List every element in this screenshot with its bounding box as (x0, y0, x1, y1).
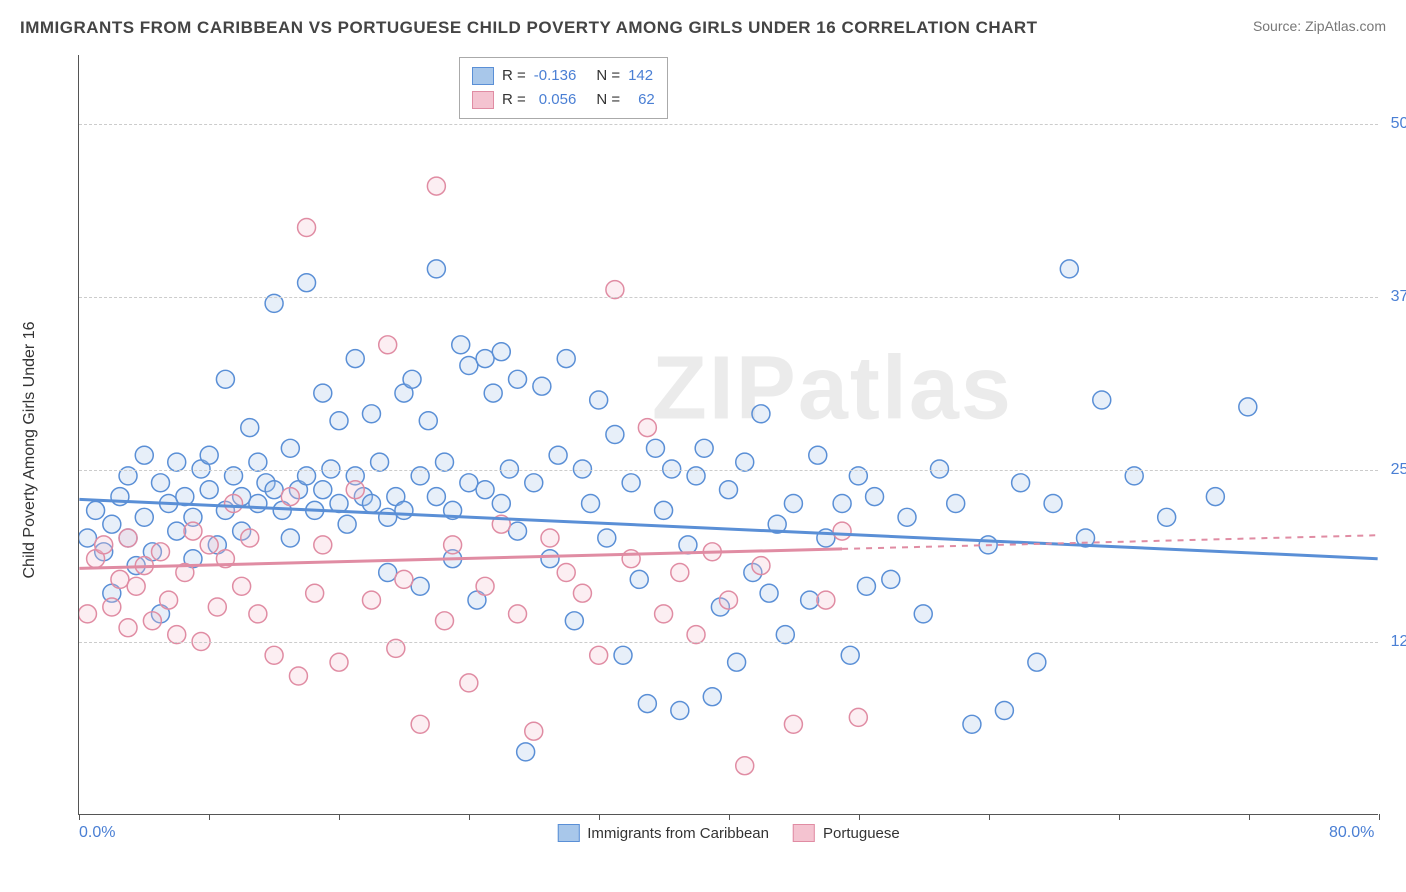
y-tick-label: 25.0% (1391, 461, 1406, 479)
x-tick (79, 814, 80, 820)
legend-swatch-icon (472, 91, 494, 109)
x-tick (1249, 814, 1250, 820)
x-tick (859, 814, 860, 820)
x-tick (469, 814, 470, 820)
y-axis-label: Child Poverty Among Girls Under 16 (21, 322, 39, 579)
y-tick-label: 37.5% (1391, 288, 1406, 306)
x-tick (1379, 814, 1380, 820)
legend-stats-row: R = 0.056 N = 62 (472, 88, 655, 112)
trend-line (79, 499, 1377, 558)
x-tick (209, 814, 210, 820)
chart-container: Child Poverty Among Girls Under 16 ZIPat… (50, 55, 1390, 845)
x-tick-label: 0.0% (79, 824, 115, 842)
legend-swatch-icon (557, 824, 579, 842)
legend-stats-row: R = -0.136 N = 142 (472, 64, 655, 88)
legend-swatch-icon (793, 824, 815, 842)
trend-lines-layer (79, 55, 1378, 814)
x-tick (989, 814, 990, 820)
legend-item: Immigrants from Caribbean (557, 824, 769, 842)
x-tick (339, 814, 340, 820)
trend-line (79, 549, 842, 568)
source-attribution: Source: ZipAtlas.com (1253, 18, 1386, 34)
y-tick-label: 12.5% (1391, 633, 1406, 651)
legend-series: Immigrants from Caribbean Portuguese (557, 824, 899, 842)
x-tick (1119, 814, 1120, 820)
plot-area: ZIPatlas R = -0.136 N = 142 R = 0.056 N … (78, 55, 1378, 815)
header: IMMIGRANTS FROM CARIBBEAN VS PORTUGUESE … (0, 0, 1406, 46)
x-tick (729, 814, 730, 820)
legend-stats: R = -0.136 N = 142 R = 0.056 N = 62 (459, 57, 668, 119)
chart-title: IMMIGRANTS FROM CARIBBEAN VS PORTUGUESE … (20, 18, 1038, 38)
x-tick-label: 80.0% (1329, 824, 1374, 842)
legend-item: Portuguese (793, 824, 900, 842)
y-tick-label: 50.0% (1391, 115, 1406, 133)
x-tick (599, 814, 600, 820)
legend-swatch-icon (472, 67, 494, 85)
